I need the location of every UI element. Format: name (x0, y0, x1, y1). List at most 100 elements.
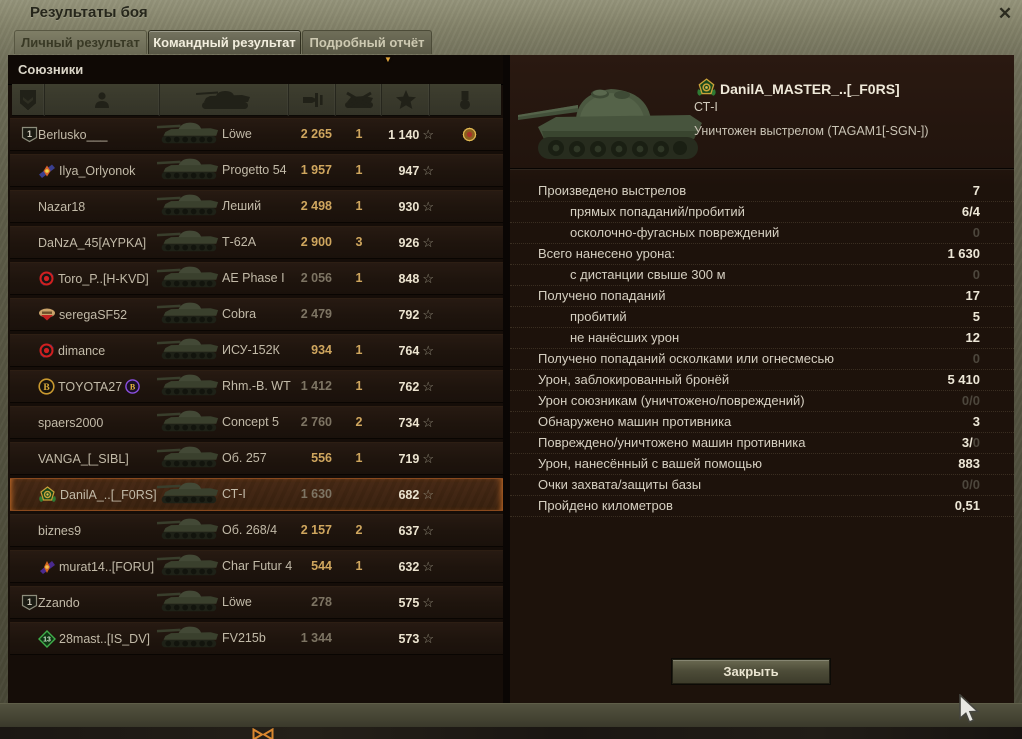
player-cell: spaers2000 (38, 407, 103, 438)
rank-column-header[interactable] (12, 84, 45, 116)
xp-value: 762 ☆ (398, 379, 434, 394)
stat-label: Произведено выстрелов (538, 183, 687, 198)
xp-star-icon: ☆ (422, 127, 434, 142)
stat-value: 17 (965, 288, 980, 303)
table-row[interactable]: dimance ИСУ-152К 934 1 764 ☆ (10, 334, 503, 367)
vehicle-silhouette-icon (156, 227, 220, 258)
tab-detailed-report[interactable]: Подробный отчёт (302, 30, 432, 54)
table-row[interactable]: murat14..[FORU] Char Futur 4 544 1 632 ☆ (10, 550, 503, 583)
vehicle-silhouette-icon (156, 263, 220, 294)
table-row[interactable]: spaers2000 Concept 5 2 760 2 734 ☆ (10, 406, 503, 439)
player-name: VANGA_[_SIBL] (38, 451, 129, 466)
table-row[interactable]: B TOYOTA27 B Rhm.-B. WT 1 412 1 762 ☆ (10, 370, 503, 403)
frags-value: 1 (355, 163, 363, 177)
xp-star-icon: ☆ (422, 199, 434, 214)
svg-text:13: 13 (43, 636, 51, 643)
medal-column-header[interactable] (430, 84, 501, 116)
damage-value: 1 412 (300, 379, 332, 393)
frags-value: 1 (355, 199, 363, 213)
stat-value: 3/0 (961, 435, 980, 450)
vehicle-name: Об. 257 (222, 451, 267, 465)
stat-line: с дистанции свыше 300 м 0 (510, 265, 1014, 286)
stat-value: 0,51 (954, 498, 980, 513)
stat-line: Урон союзникам (уничтожено/повреждений) 0… (510, 391, 1014, 412)
vehicle-silhouette-icon (156, 335, 220, 366)
tab-team-result[interactable]: Командный результат (148, 30, 301, 54)
player-name: DaNzA_45[AYPKA] (38, 235, 147, 250)
kills-column-header[interactable] (336, 84, 383, 116)
player-cell: Zzando (38, 587, 80, 618)
table-row[interactable]: Ilya_Orlyonok Progetto 54 1 957 1 947 ☆ (10, 154, 503, 187)
player-cell: 13 28mast..[IS_DV] (38, 623, 150, 654)
damage-value: 1 957 (300, 163, 332, 177)
medal-cell (454, 299, 484, 330)
stat-label: Повреждено/уничтожено машин противника (538, 435, 806, 450)
medal-cell (454, 371, 484, 402)
panel-divider (503, 55, 510, 703)
table-row[interactable]: 1 Zzando Löwe 278 575 ☆ (10, 586, 503, 619)
player-name: seregaSF52 (59, 307, 128, 322)
table-row[interactable]: biznes9 Об. 268/4 2 157 2 637 ☆ (10, 514, 503, 547)
table-row[interactable]: DanilA_..[_F0RS] СТ-I 1 630 682 ☆ (10, 478, 503, 511)
svg-text:1: 1 (26, 129, 31, 139)
player-name: murat14..[FORU] (59, 559, 155, 574)
frags-value: 1 (355, 559, 363, 573)
medal-cell (454, 227, 484, 258)
stat-label: Получено попаданий осколками или огнесме… (538, 351, 834, 366)
medal-cell (454, 551, 484, 582)
stat-label: Обнаружено машин противника (538, 414, 732, 429)
allies-rows: 1 Berlusko___ Löwe 2 265 1 1 140 ☆ Ilya_Orlyono… (10, 118, 503, 658)
stat-line: Получено попаданий осколками или огнесме… (510, 349, 1014, 370)
table-row[interactable]: 1 Berlusko___ Löwe 2 265 1 1 140 ☆ (10, 118, 503, 151)
vehicle-name: FV215b (222, 631, 266, 645)
vehicle-silhouette-icon (156, 191, 220, 222)
frags-value: 2 (355, 523, 363, 537)
stat-label: Очки захвата/защиты базы (538, 477, 702, 492)
vehicle-silhouette-icon (156, 515, 220, 546)
damage-value: 2 056 (300, 271, 332, 285)
vehicle-name: Löwe (222, 595, 252, 609)
tab-personal-result[interactable]: Личный результат (14, 30, 147, 54)
stat-line: не нанёсших урон 12 (510, 328, 1014, 349)
damage-value: 556 (311, 451, 332, 465)
damage-column-header[interactable] (289, 84, 337, 116)
xp-column-header[interactable] (382, 84, 430, 116)
xp-star-icon: ☆ (422, 307, 434, 322)
close-button[interactable]: Закрыть (672, 659, 830, 684)
medal-cell (454, 479, 484, 510)
xp-star-icon: ☆ (422, 631, 434, 646)
stat-value: 883 (958, 456, 980, 471)
clan-emblem-icon: 13 (38, 629, 56, 648)
table-row[interactable]: Nazar18 Леший 2 498 1 930 ☆ (10, 190, 503, 223)
xp-value: 573 ☆ (398, 631, 434, 646)
table-row[interactable]: Toro_P..[H-KVD] AE Phase I 2 056 1 848 ☆ (10, 262, 503, 295)
close-icon[interactable]: ✕ (997, 4, 1013, 23)
player-column-header[interactable] (45, 84, 161, 116)
table-row[interactable]: DaNzA_45[AYPKA] Т-62А 2 900 3 926 ☆ (10, 226, 503, 259)
table-row[interactable]: VANGA_[_SIBL] Об. 257 556 1 719 ☆ (10, 442, 503, 475)
vehicle-name: Char Futur 4 (222, 559, 293, 573)
frags-value: 1 (355, 343, 363, 357)
svg-text:B: B (43, 383, 50, 393)
sort-indicator-icon: ▼ (384, 55, 392, 64)
stat-value: 0/0 (961, 477, 980, 492)
medal-cell (454, 191, 484, 222)
xp-value: 632 ☆ (398, 559, 434, 574)
vehicle-name: Rhm.-B. WT (222, 379, 291, 393)
stat-label: Получено попаданий (538, 288, 666, 303)
table-row[interactable]: 13 28mast..[IS_DV] FV215b 1 344 573 ☆ (10, 622, 503, 655)
xp-star-icon: ☆ (422, 379, 434, 394)
stat-label: с дистанции свыше 300 м (570, 267, 726, 282)
window-title: Результаты боя (30, 4, 148, 21)
player-cell: DanilA_..[_F0RS] (38, 479, 157, 510)
vehicle-column-header[interactable] (160, 84, 289, 116)
player-cell: biznes9 (38, 515, 81, 546)
stat-line: пробитий 5 (510, 307, 1014, 328)
frags-value: 3 (355, 235, 363, 249)
stat-line: Всего нанесено урона: 1 630 (510, 244, 1014, 265)
table-row[interactable]: seregaSF52 Cobra 2 479 792 ☆ (10, 298, 503, 331)
vehicle-silhouette-icon (156, 155, 220, 186)
vehicle-name: ИСУ-152К (222, 343, 280, 357)
base-flag-icon (252, 727, 274, 739)
